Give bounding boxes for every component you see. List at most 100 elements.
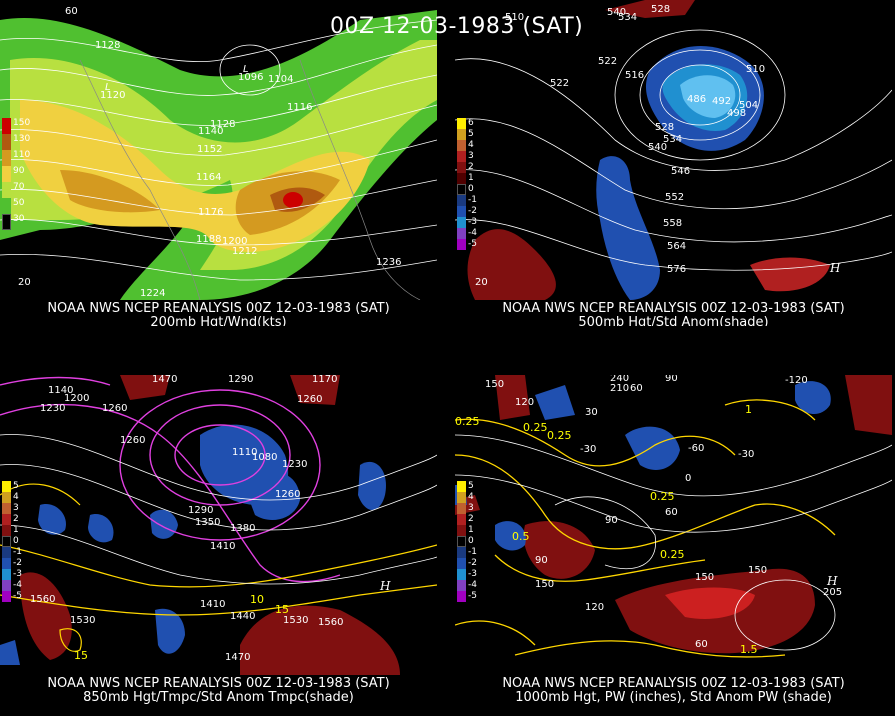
label: 1560	[30, 594, 55, 605]
legend-label: 2	[468, 514, 474, 524]
label: 0.25	[455, 415, 480, 428]
label: 1140	[198, 126, 223, 137]
label: 1	[745, 403, 752, 416]
label: 528	[655, 122, 674, 133]
label: 492	[712, 96, 731, 107]
label: 576	[667, 264, 686, 275]
label: 0.5	[512, 530, 530, 543]
label: H	[379, 579, 391, 593]
label: 1104	[268, 74, 293, 85]
legend-label: 150	[13, 118, 31, 128]
label: 1096	[238, 72, 263, 83]
label: 1440	[230, 611, 255, 622]
label: 1170	[312, 375, 337, 385]
label: 1230	[282, 459, 307, 470]
legend-label: -2	[468, 558, 477, 568]
label: 1110	[232, 447, 257, 458]
map-500mb: 510 540 534 528 522 516 522 486 492 498 …	[455, 0, 892, 300]
label: 90	[535, 555, 548, 566]
legend-label: 0	[468, 184, 474, 194]
label: L	[105, 82, 111, 93]
panel-subcaption: 500mb Hgt/Std Anom(shade)	[578, 315, 769, 327]
label: -30	[738, 449, 754, 460]
legend-label: -4	[468, 580, 477, 590]
label: 150	[535, 579, 554, 590]
label: 534	[663, 134, 682, 145]
label: 1236	[376, 257, 401, 268]
label: 1200	[222, 236, 247, 247]
page-title: 00Z 12-03-1983 (SAT)	[330, 14, 584, 39]
label: 1200	[64, 393, 89, 404]
legend-label: 4	[468, 492, 474, 502]
label: 516	[625, 70, 644, 81]
map-1000mb: 240 210 90 150 120 60 30 0.25 0.25 0.25 …	[455, 375, 892, 675]
legend-label: -1	[13, 547, 22, 557]
label: 552	[665, 192, 684, 203]
label: L	[243, 64, 249, 75]
label: 90	[605, 515, 618, 526]
legend-label: -5	[468, 591, 477, 601]
panel-subcaption: 200mb Hgt/Wnd(kts)	[150, 315, 287, 327]
label: 1224	[140, 288, 165, 299]
legend-label: 1	[13, 525, 19, 535]
label: 20	[475, 277, 488, 288]
label: 150	[748, 565, 767, 576]
legend-label: -3	[468, 569, 477, 579]
label: 60	[65, 6, 78, 17]
legend-label: 5	[468, 481, 474, 491]
label: 1470	[225, 652, 250, 663]
label: 1188	[196, 234, 221, 245]
label: 1530	[70, 615, 95, 626]
label: 540	[607, 7, 626, 18]
legend-label: 0	[13, 536, 19, 546]
label: 1128	[210, 119, 235, 130]
legend-label: -1	[468, 195, 477, 205]
label: 1380	[230, 523, 255, 534]
label: 1128	[95, 40, 120, 51]
label: 1260	[275, 489, 300, 500]
panel-caption: NOAA NWS NCEP REANALYSIS 00Z 12-03-1983 …	[47, 676, 390, 691]
label: 1560	[318, 617, 343, 628]
legend-label: 0	[468, 536, 474, 546]
legend-label: 110	[13, 150, 31, 160]
label: 0	[685, 473, 691, 484]
label: 540	[648, 142, 667, 153]
label: 510	[505, 12, 524, 23]
label: 1260	[297, 394, 322, 405]
panel-1000mb: 240 210 90 150 120 60 30 0.25 0.25 0.25 …	[455, 375, 892, 716]
label: 20	[18, 277, 31, 288]
legend-label: 5	[468, 129, 474, 139]
label: 90	[665, 375, 678, 384]
legend-label: 3	[13, 503, 19, 513]
legend-label: 70	[13, 182, 25, 192]
map-850mb: 1470 1290 1140 1200 1230 1260 1170 1260 …	[0, 375, 437, 675]
legend-label: 4	[13, 492, 19, 502]
label: 15	[74, 649, 88, 662]
legend-label: -4	[468, 228, 477, 238]
label: 1530	[283, 615, 308, 626]
label: 522	[598, 56, 617, 67]
label: 1410	[200, 599, 225, 610]
label: H	[826, 574, 838, 588]
label: 1260	[102, 403, 127, 414]
label: 0.25	[650, 490, 675, 503]
legend-label: 50	[13, 198, 25, 208]
label: 1152	[197, 144, 222, 155]
label: 1080	[252, 452, 277, 463]
label: 60	[695, 639, 708, 650]
label: 498	[727, 108, 746, 119]
legend-label: 30	[13, 214, 25, 224]
panel-caption: NOAA NWS NCEP REANALYSIS 00Z 12-03-1983 …	[47, 301, 390, 316]
label: 1230	[40, 403, 65, 414]
label: 0.25	[523, 421, 548, 434]
label: 1350	[195, 517, 220, 528]
panel-500mb: 510 540 534 528 522 516 522 486 492 498 …	[455, 0, 892, 326]
label: 1116	[287, 102, 312, 113]
panel-200mb: 60 1128 L 1120 L 1096 1104 1116 1128 114…	[0, 0, 437, 326]
legend-label: 2	[13, 514, 19, 524]
label: 30	[585, 407, 598, 418]
label: 120	[585, 602, 604, 613]
legend-label: -5	[13, 591, 22, 601]
label: 558	[663, 218, 682, 229]
legend-label: -1	[468, 547, 477, 557]
